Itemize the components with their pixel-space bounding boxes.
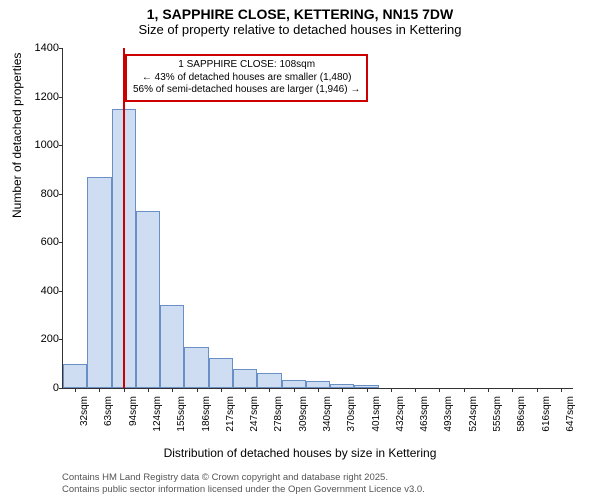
chart-subtitle: Size of property relative to detached ho… xyxy=(0,22,600,41)
y-tick-label: 200 xyxy=(19,333,59,345)
y-tick-label: 0 xyxy=(19,382,59,394)
x-tick-mark xyxy=(124,388,125,392)
y-tick-label: 1400 xyxy=(19,42,59,54)
y-tick-label: 1000 xyxy=(19,139,59,151)
histogram-bar xyxy=(306,381,330,388)
x-tick-mark xyxy=(294,388,295,392)
y-tick-label: 600 xyxy=(19,236,59,248)
chart-container: 1, SAPPHIRE CLOSE, KETTERING, NN15 7DW S… xyxy=(0,0,600,500)
y-tick-mark xyxy=(59,97,63,98)
x-tick-mark xyxy=(415,388,416,392)
x-tick-mark xyxy=(269,388,270,392)
x-tick-mark xyxy=(245,388,246,392)
x-tick-mark xyxy=(512,388,513,392)
x-tick-mark xyxy=(318,388,319,392)
histogram-bar xyxy=(184,347,208,388)
x-tick-mark xyxy=(99,388,100,392)
annotation-box: 1 SAPPHIRE CLOSE: 108sqm ← 43% of detach… xyxy=(125,54,368,102)
y-tick-label: 400 xyxy=(19,285,59,297)
histogram-bar xyxy=(63,364,87,388)
x-axis-label: Distribution of detached houses by size … xyxy=(0,446,600,460)
x-tick-mark xyxy=(464,388,465,392)
y-tick-label: 1200 xyxy=(19,91,59,103)
x-tick-mark xyxy=(391,388,392,392)
y-tick-mark xyxy=(59,194,63,195)
x-tick-mark xyxy=(148,388,149,392)
y-tick-mark xyxy=(59,242,63,243)
x-tick-mark xyxy=(439,388,440,392)
y-tick-mark xyxy=(59,339,63,340)
reference-line xyxy=(123,48,125,388)
x-tick-mark xyxy=(172,388,173,392)
y-tick-mark xyxy=(59,388,63,389)
y-tick-mark xyxy=(59,145,63,146)
y-tick-label: 800 xyxy=(19,188,59,200)
histogram-bar xyxy=(233,369,257,388)
footer-text: Contains HM Land Registry data © Crown c… xyxy=(62,472,425,496)
plot-area: 1 SAPPHIRE CLOSE: 108sqm ← 43% of detach… xyxy=(62,48,573,389)
x-tick-mark xyxy=(342,388,343,392)
x-tick-mark xyxy=(75,388,76,392)
x-tick-mark xyxy=(221,388,222,392)
annotation-line1: 1 SAPPHIRE CLOSE: 108sqm xyxy=(133,59,360,72)
x-tick-mark xyxy=(537,388,538,392)
y-tick-mark xyxy=(59,291,63,292)
histogram-bar xyxy=(282,380,306,389)
chart-title: 1, SAPPHIRE CLOSE, KETTERING, NN15 7DW xyxy=(0,0,600,22)
x-tick-mark xyxy=(197,388,198,392)
x-tick-mark xyxy=(488,388,489,392)
histogram-bar xyxy=(87,177,111,388)
y-tick-mark xyxy=(59,48,63,49)
x-tick-mark xyxy=(561,388,562,392)
histogram-bar xyxy=(209,358,233,388)
histogram-bar xyxy=(257,373,281,388)
histogram-bar xyxy=(136,211,160,388)
footer-line1: Contains HM Land Registry data © Crown c… xyxy=(62,472,425,484)
footer-line2: Contains public sector information licen… xyxy=(62,484,425,496)
x-tick-mark xyxy=(367,388,368,392)
histogram-bar xyxy=(160,305,184,388)
annotation-line2: ← 43% of detached houses are smaller (1,… xyxy=(133,72,360,85)
annotation-line3: 56% of semi-detached houses are larger (… xyxy=(133,84,360,97)
